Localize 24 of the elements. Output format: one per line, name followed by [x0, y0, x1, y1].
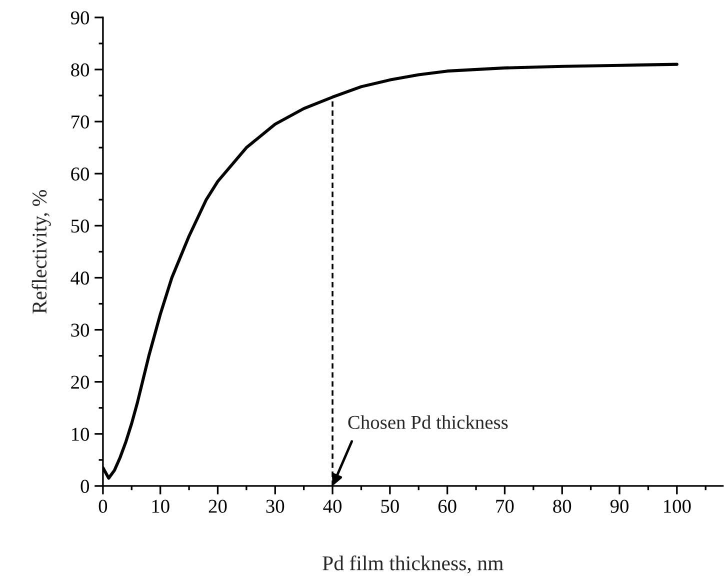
- y-tick-label: 0: [80, 480, 90, 493]
- x-tick-label: 60: [438, 500, 456, 513]
- x-tick-label: 10: [152, 500, 170, 513]
- x-tick-label: 0: [98, 500, 108, 513]
- x-tick-label: 80: [553, 500, 572, 513]
- x-tick-label: 20: [208, 500, 227, 513]
- y-tick-label: 30: [71, 324, 90, 337]
- y-tick-label: 80: [71, 63, 90, 76]
- y-tick-label: 40: [70, 272, 90, 285]
- x-tick-label: 30: [266, 500, 284, 513]
- annotation: Chosen Pd thickness: [348, 415, 508, 429]
- y-tick-label: 60: [71, 167, 90, 181]
- x-tick-label: 100: [664, 500, 691, 513]
- y-tick-label: 10: [72, 428, 90, 441]
- y-tick-label: 70: [72, 115, 90, 129]
- x-tick-label: 50: [381, 500, 399, 513]
- y-tick-label: 90: [70, 11, 90, 24]
- y-axis-title: Reflectivity, %: [32, 190, 51, 314]
- y-tick-label: 50: [71, 220, 90, 233]
- y-tick-label: 20: [71, 376, 90, 389]
- x-tick-label: 40: [323, 500, 342, 513]
- x-tick-label: 90: [610, 500, 628, 513]
- x-tick-label: 70: [496, 500, 514, 513]
- x-axis-title: Pd film thickness, nm: [322, 555, 504, 574]
